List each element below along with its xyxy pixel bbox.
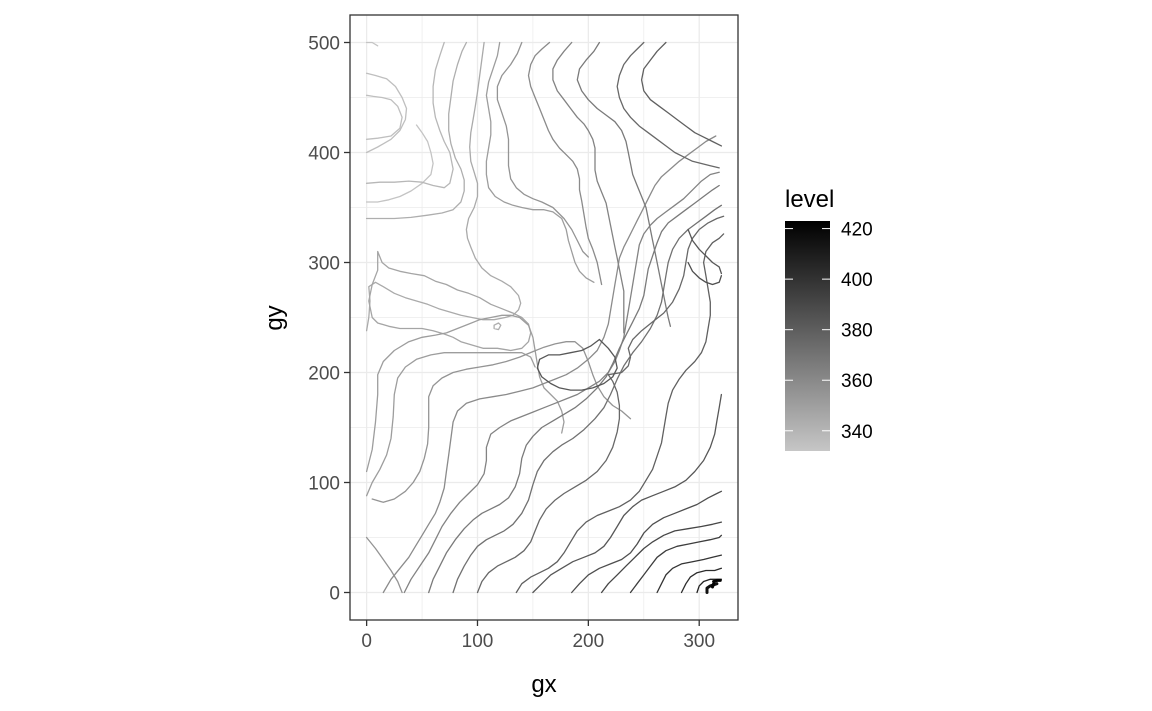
contour-line-408 [680,567,723,594]
contour-line-364 [382,135,717,594]
contour-line-384 [515,233,725,594]
contour-line-356 [365,352,536,497]
x-tick-label: 300 [683,631,715,652]
y-tick-label: 200 [308,364,340,385]
contour-line-340 [365,94,403,140]
contour-line-360 [371,341,632,503]
contour-line-388 [532,393,723,594]
contour-line-368 [403,171,720,594]
contour-line-396 [600,521,723,594]
legend: level 420 400 380 360 340 [785,186,873,451]
contour-line-356 [485,41,595,283]
y-tick-label: 300 [308,254,340,275]
contour-line-392 [571,490,723,594]
contour-line-372 [576,41,672,327]
grid-major [350,15,738,620]
contour-line-348 [493,322,502,331]
legend-tick-label: 420 [841,220,873,241]
contour-line-338 [365,124,434,203]
grid-minor [350,15,738,620]
contour-line-344 [365,41,454,189]
contour-line-360 [496,41,589,258]
contour-lines [365,41,725,594]
contour-line-426 [711,582,716,589]
y-tick-label: 400 [308,144,340,165]
contour-line-388 [536,338,618,391]
contour-line-338 [365,41,379,47]
legend-tick-label: 380 [841,321,873,342]
contour-line-380 [616,41,720,169]
y-tick-label: 500 [308,34,340,55]
x-axis: 0 100 200 300 [361,620,715,652]
contour-line-400 [629,534,723,594]
contour-line-380 [476,215,725,594]
panel-border [349,14,739,621]
legend-tick-label: 340 [841,422,873,443]
contour-line-376 [452,204,723,594]
contour-line-368 [552,41,625,334]
contour-line-404 [656,554,723,594]
legend-title: level [785,186,834,213]
contour-line-364 [527,41,603,286]
legend-ticks: 420 400 380 360 340 [785,220,873,443]
contour-line-340 [365,72,408,154]
contour-line-426 [712,578,722,583]
y-tick-label: 100 [308,474,340,495]
legend-tick-label: 400 [841,270,873,291]
legend-colorbar [785,221,830,451]
contour-line-348 [365,41,468,220]
y-axis-title: gy [261,305,288,330]
contour-line-352 [368,250,532,352]
contour-line-356 [365,314,565,473]
legend-tick-label: 360 [841,371,873,392]
x-tick-label: 100 [462,631,494,652]
y-tick-label: 0 [329,584,340,605]
x-tick-label: 200 [572,631,604,652]
y-axis: 0 100 200 300 400 500 [308,34,350,605]
x-axis-title: gx [531,671,556,698]
contour-line-372 [428,184,720,594]
contour-line-392 [687,261,723,286]
contour-line-350 [365,41,522,332]
x-tick-label: 0 [361,631,372,652]
contour-line-388 [687,228,723,275]
contour-line-360 [365,536,403,594]
contour-line-384 [640,41,723,147]
